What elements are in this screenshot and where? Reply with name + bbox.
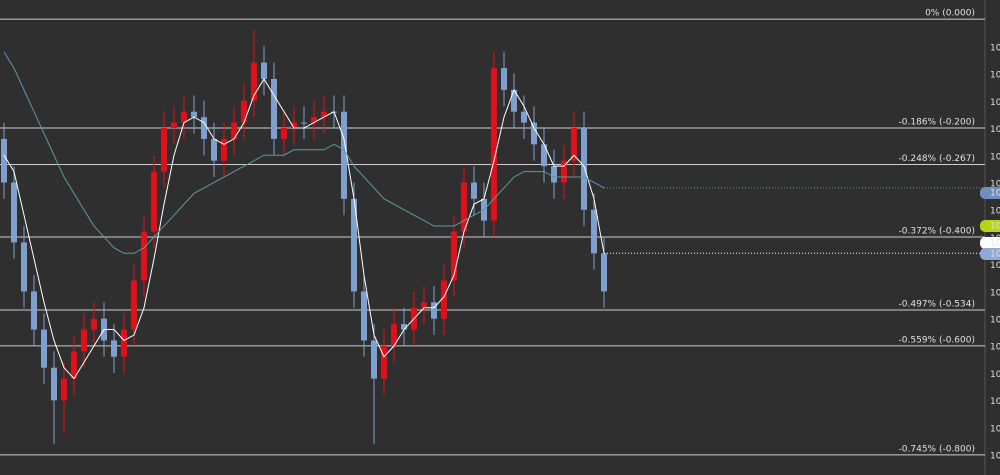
- candle-body: [111, 340, 117, 357]
- candle-body: [291, 122, 297, 129]
- price-badge-text: 10: [990, 250, 1000, 260]
- price-axis-label: 10: [990, 152, 1000, 162]
- candle-body: [71, 351, 77, 379]
- price-axis-label: 10: [990, 288, 1000, 298]
- price-axis-label: 10: [990, 452, 1000, 462]
- candle-body: [321, 111, 327, 118]
- fib-label: -0.745% (-0.800): [899, 444, 975, 454]
- moving-average: [3, 51, 605, 254]
- candle-body: [261, 62, 267, 79]
- candle-body: [571, 128, 577, 161]
- candle-body: [221, 138, 227, 161]
- candle-body: [421, 302, 427, 308]
- price-badge: [980, 187, 1000, 199]
- candle-body: [471, 182, 477, 199]
- candle-body: [581, 128, 587, 210]
- candle-body: [171, 122, 177, 129]
- price-axis-label: 10: [990, 343, 1000, 353]
- candle-body: [531, 122, 537, 145]
- candle-body: [451, 231, 457, 281]
- candle-body: [301, 122, 307, 124]
- price-axis-label: 10: [990, 397, 1000, 407]
- candle-body: [441, 280, 447, 319]
- price-axis-label: 10: [990, 316, 1000, 326]
- price-badge-text: 10: [990, 222, 1000, 232]
- candle-body: [1, 138, 7, 183]
- candle-body: [151, 171, 157, 232]
- candle-body: [161, 128, 167, 172]
- candle-body: [541, 144, 547, 167]
- candle-body: [91, 318, 97, 330]
- price-axis-label: 10: [990, 207, 1000, 217]
- fib-label: -0.497% (-0.534): [899, 299, 975, 309]
- candle-body: [31, 291, 37, 330]
- fib-label: 0% (0.000): [925, 9, 975, 19]
- price-badge: [980, 237, 1000, 249]
- candle-body: [241, 100, 247, 123]
- candle-body: [381, 345, 387, 379]
- candle-body: [431, 302, 437, 319]
- candle-body: [181, 111, 187, 123]
- candle-body: [511, 89, 517, 112]
- candle-body: [81, 329, 87, 352]
- candle-body: [601, 253, 607, 292]
- candle-body: [311, 117, 317, 123]
- candle-body: [561, 160, 567, 183]
- price-axis-label: 10: [990, 370, 1000, 380]
- candle-body: [231, 122, 237, 139]
- price-axis-label: 10: [990, 261, 1000, 271]
- price-axis-label: 10: [990, 424, 1000, 434]
- candle-body: [391, 324, 397, 346]
- candle-body: [11, 182, 17, 243]
- fib-label: -0.186% (-0.200): [899, 118, 975, 128]
- candle-body: [61, 378, 67, 401]
- candle-body: [251, 62, 257, 101]
- moving-average: [3, 78, 605, 380]
- candle-body: [21, 242, 27, 292]
- candle-body: [51, 367, 57, 401]
- candle-body: [41, 329, 47, 368]
- candle-body: [361, 291, 367, 341]
- candle-body: [281, 128, 287, 139]
- candle-body: [271, 78, 277, 139]
- candle-body: [461, 182, 467, 232]
- candle-body: [121, 329, 127, 357]
- candle-body: [501, 68, 507, 90]
- price-badge-text: 10: [990, 239, 1000, 249]
- candle-body: [131, 280, 137, 330]
- candle-body: [591, 209, 597, 254]
- fib-label: -0.559% (-0.600): [899, 335, 975, 345]
- candle-body: [371, 340, 377, 379]
- candle-body: [401, 324, 407, 330]
- candle-body: [341, 111, 347, 199]
- candle-body: [211, 138, 217, 161]
- candle-body: [351, 198, 357, 292]
- price-axis-label: 10: [990, 125, 1000, 135]
- price-axis-label: 10: [990, 98, 1000, 108]
- price-badge-text: 10: [990, 189, 1000, 199]
- fib-label: -0.248% (-0.267): [899, 154, 975, 164]
- fib-label: -0.372% (-0.400): [899, 226, 975, 236]
- price-axis-label: 10: [990, 71, 1000, 81]
- price-axis-label: 10: [990, 44, 1000, 54]
- price-badge: [980, 248, 1000, 260]
- candle-body: [141, 231, 147, 281]
- price-axis-label: 10: [990, 180, 1000, 190]
- candle-body: [521, 111, 527, 123]
- candle-body: [551, 166, 557, 183]
- candle-body: [191, 111, 197, 118]
- price-badge: [980, 220, 1000, 232]
- candle-body: [201, 117, 207, 139]
- candle-body: [491, 68, 497, 221]
